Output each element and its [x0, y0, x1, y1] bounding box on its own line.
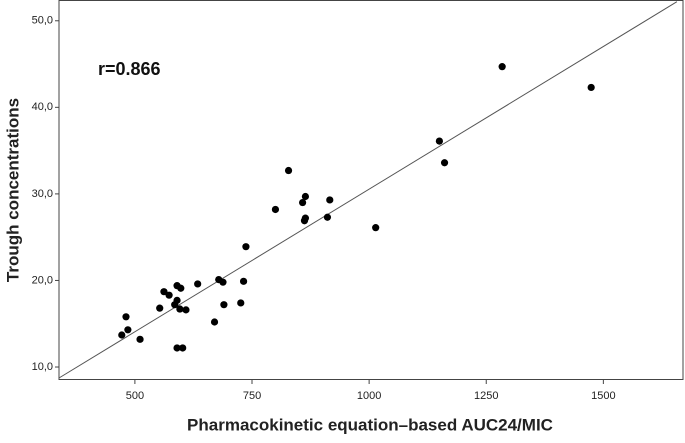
annotation: r=0.866: [98, 59, 161, 79]
point: [118, 331, 126, 339]
y-tick-label: 30,0: [32, 188, 53, 200]
point: [372, 224, 380, 232]
point: [299, 198, 307, 207]
point: [301, 192, 310, 201]
point: [173, 344, 181, 352]
point: [220, 301, 228, 309]
point: [160, 288, 168, 296]
x-tick-label: 500: [126, 390, 144, 402]
point: [179, 344, 187, 352]
point: [242, 243, 250, 251]
x-tick-label: 750: [243, 390, 261, 402]
point: [587, 83, 595, 92]
point: [177, 284, 185, 292]
point: [271, 205, 280, 214]
point: [435, 137, 443, 145]
point: [323, 213, 332, 221]
fit-line: [58, 1, 678, 379]
point: [156, 304, 164, 312]
x-tick-label: 1250: [474, 390, 498, 402]
point: [136, 335, 144, 343]
point: [182, 306, 190, 314]
point: [122, 313, 130, 321]
point: [498, 63, 506, 71]
point: [440, 159, 449, 167]
point: [284, 166, 293, 175]
point: [124, 326, 132, 334]
point: [219, 278, 227, 286]
x-tick-label: 1500: [591, 390, 615, 402]
point: [173, 296, 181, 304]
y-tick-label: 20,0: [32, 274, 53, 286]
point: [210, 318, 219, 326]
point: [165, 291, 173, 299]
x-axis-label: Pharmacokinetic equation–based AUC24/MIC: [187, 415, 553, 434]
y-tick-label: 50,0: [32, 15, 53, 27]
point: [300, 217, 309, 225]
y-tick-label: 10,0: [32, 361, 53, 373]
point: [239, 277, 248, 285]
point: [176, 305, 184, 313]
point: [237, 299, 245, 307]
point: [194, 280, 202, 288]
point: [326, 196, 334, 204]
plot-frame: [58, 0, 684, 380]
x-tick-label: 1000: [357, 390, 381, 402]
y-axis-label: Trough concentrations: [3, 98, 22, 282]
y-tick-label: 40,0: [32, 101, 53, 113]
